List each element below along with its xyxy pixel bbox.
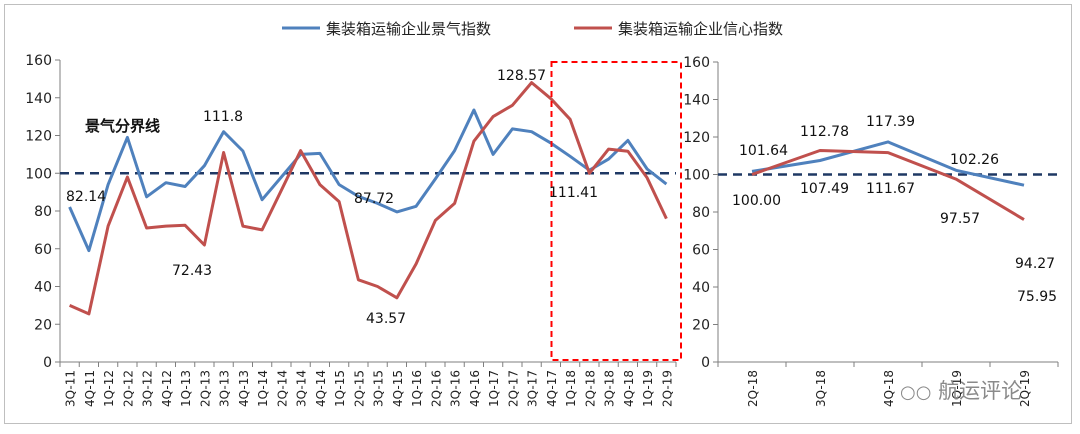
left-xtick-label: 3Q-18 — [603, 370, 617, 407]
left-data-label: 87.72 — [354, 191, 394, 207]
left-data-label: 111.41 — [549, 185, 598, 201]
legend-label-series1: 集装箱运输企业景气指数 — [326, 20, 491, 38]
left-xtick-label: 3Q-17 — [526, 370, 540, 407]
left-xtick-label: 2Q-14 — [275, 370, 289, 407]
left-highlight-box — [550, 61, 682, 361]
right-data-label: 102.26 — [950, 152, 999, 168]
left-xtick-label: 1Q-16 — [410, 370, 424, 407]
left-ytick-label: 60 — [34, 242, 52, 258]
right-xtick-label: 2Q-18 — [746, 370, 760, 407]
right-xtick-label: 2Q-19 — [1018, 370, 1032, 407]
left-ytick-label: 160 — [25, 53, 52, 69]
right-data-label: 94.27 — [1015, 256, 1055, 272]
left-xtick-label: 3Q-16 — [449, 370, 463, 407]
left-series-line-2 — [68, 81, 668, 316]
left-xtick-label: 3Q-12 — [141, 370, 155, 407]
right-ytick-label: 100 — [683, 168, 710, 184]
right-data-label: 75.95 — [1017, 289, 1057, 305]
left-xtick-label: 1Q-15 — [333, 370, 347, 407]
left-threshold-label: 景气分界线 — [85, 117, 160, 135]
right-xtick-label: 4Q-18 — [882, 370, 896, 407]
left-xtick-label: 2Q-19 — [660, 370, 674, 407]
left-xtick-label: 4Q-13 — [237, 370, 251, 407]
right-ytick-label: 0 — [701, 355, 710, 371]
right-ytick-label: 20 — [692, 318, 710, 334]
chart-frame — [4, 4, 1072, 424]
left-xtick-label: 3Q-11 — [64, 370, 78, 407]
right-data-label: 117.39 — [866, 114, 915, 130]
right-data-label: 97.57 — [940, 211, 980, 227]
left-xtick-label: 3Q-13 — [218, 370, 232, 407]
left-xtick-label: 1Q-12 — [102, 370, 116, 407]
left-ytick-label: 0 — [43, 355, 52, 371]
left-xtick-label: 1Q-19 — [641, 370, 655, 407]
right-xtick-label: 1Q-19 — [950, 370, 964, 407]
left-xtick-label: 4Q-16 — [468, 370, 482, 407]
watermark-text: 航运评论 — [938, 379, 1023, 403]
left-xtick-label: 3Q-14 — [295, 370, 309, 407]
left-xtick-label: 1Q-13 — [179, 370, 193, 407]
left-xtick-label: 1Q-18 — [564, 370, 578, 407]
left-data-label: 72.43 — [172, 263, 212, 279]
left-xtick-label: 2Q-13 — [198, 370, 212, 407]
left-ytick-label: 80 — [34, 204, 52, 220]
left-ytick-label: 100 — [25, 166, 52, 182]
legend-label-series2: 集装箱运输企业信心指数 — [618, 20, 783, 38]
left-data-label: 128.57 — [497, 68, 546, 84]
left-xtick-label: 4Q-11 — [83, 370, 97, 407]
wechat-icon: ○○ — [900, 382, 932, 403]
left-ytick-label: 20 — [34, 317, 52, 333]
left-xtick-label: 4Q-14 — [314, 370, 328, 407]
right-ytick-label: 120 — [683, 130, 710, 146]
right-ytick-label: 140 — [683, 93, 710, 109]
left-xtick-label: 4Q-15 — [391, 370, 405, 407]
left-xtick-label: 2Q-15 — [352, 370, 366, 407]
left-xtick-label: 2Q-16 — [429, 370, 443, 407]
left-series-line-1 — [68, 108, 668, 253]
right-series-line-1 — [751, 140, 1025, 187]
left-data-label: 111.8 — [203, 109, 243, 125]
left-xtick-label: 2Q-17 — [506, 370, 520, 407]
right-data-label: 111.67 — [866, 181, 915, 197]
right-data-label: 100.00 — [732, 193, 781, 209]
right-series-line-2 — [751, 149, 1025, 221]
left-ytick-label: 120 — [25, 129, 52, 145]
right-ytick-label: 80 — [692, 205, 710, 221]
left-data-label: 43.57 — [366, 311, 406, 327]
right-ytick-label: 160 — [683, 55, 710, 71]
right-data-label: 107.49 — [800, 181, 849, 197]
left-xtick-label: 3Q-15 — [372, 370, 386, 407]
left-xtick-label: 4Q-18 — [622, 370, 636, 407]
left-ytick-label: 140 — [25, 91, 52, 107]
left-xtick-label: 2Q-18 — [583, 370, 597, 407]
watermark: ○○ 航运评论 — [900, 375, 1022, 405]
right-ytick-label: 40 — [692, 280, 710, 296]
left-xtick-label: 1Q-17 — [487, 370, 501, 407]
right-ytick-label: 60 — [692, 243, 710, 259]
left-data-label: 82.14 — [66, 189, 106, 205]
right-data-label: 112.78 — [800, 124, 849, 140]
right-data-label: 101.64 — [739, 143, 788, 159]
left-xtick-label: 2Q-12 — [121, 370, 135, 407]
left-ytick-label: 40 — [34, 280, 52, 296]
right-xtick-label: 3Q-18 — [814, 370, 828, 407]
left-xtick-label: 4Q-17 — [545, 370, 559, 407]
left-xtick-label: 1Q-14 — [256, 370, 270, 407]
left-xtick-label: 4Q-12 — [160, 370, 174, 407]
